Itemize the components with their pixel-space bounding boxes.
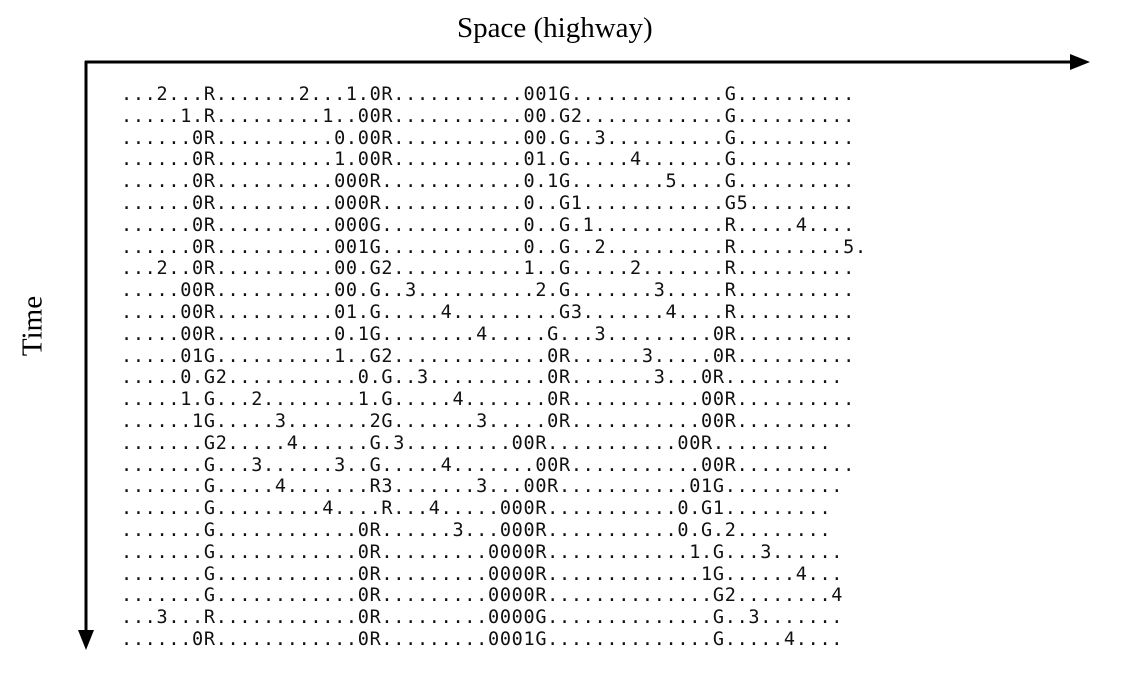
grid-row: ......0R..........001G............0..G..… <box>121 236 867 258</box>
grid-row: .......G............0R.........0000R....… <box>121 541 844 563</box>
grid-row: ......0R..........0.00R...........00.G..… <box>121 127 855 149</box>
grid-row: ......0R..........000G............0..G.1… <box>121 214 855 236</box>
grid-row: .....00R..........0.1G........4.....G...… <box>121 323 855 345</box>
x-axis-arrowhead <box>1070 54 1090 70</box>
grid-row: ......0R..........000R............0..G1.… <box>121 192 855 214</box>
grid-row: .....0.G2...........0.G..3..........0R..… <box>121 367 844 389</box>
cellular-automaton-grid: ...2...R.......2...1.0R...........001G..… <box>121 84 867 651</box>
grid-row: .......G............0R.........0000R....… <box>121 563 844 585</box>
grid-row: ......1G.....3.......2G.......3.....0R..… <box>121 410 855 432</box>
x-axis-label: Space (highway) <box>457 12 653 44</box>
y-axis-arrowhead <box>78 630 94 650</box>
grid-row: ......0R............0R.........0001G....… <box>121 628 844 650</box>
grid-row: .....01G..........1..G2.............0R..… <box>121 345 855 367</box>
grid-row: ......0R..........000R............0.1G..… <box>121 171 855 193</box>
grid-row: .......G............0R.........0000R....… <box>121 585 844 607</box>
grid-row: .......G............0R......3...000R....… <box>121 519 832 541</box>
grid-row: .....1.R.........1..00R...........00.G2.… <box>121 105 855 127</box>
grid-row: .....1.G...2........1.G.....4.......0R..… <box>121 389 855 411</box>
grid-row: ...2..0R..........00.G2...........1..G..… <box>121 258 855 280</box>
grid-row: .....00R..........01.G.....4.........G3.… <box>121 301 855 323</box>
grid-row: ......0R..........1.00R...........01.G..… <box>121 149 855 171</box>
grid-row: ...2...R.......2...1.0R...........001G..… <box>121 84 855 105</box>
grid-row: .......G.........4....R...4.....000R....… <box>121 498 832 520</box>
grid-row: .......G.....4.......R3.......3...00R...… <box>121 476 844 498</box>
grid-row: .....00R..........00.G..3..........2.G..… <box>121 280 855 302</box>
grid-row: .......G2.....4......G.3.........00R....… <box>121 432 832 454</box>
grid-row: .......G...3......3..G.....4.......00R..… <box>121 454 855 476</box>
grid-row: ...3...R............0R.........0000G....… <box>121 607 844 629</box>
